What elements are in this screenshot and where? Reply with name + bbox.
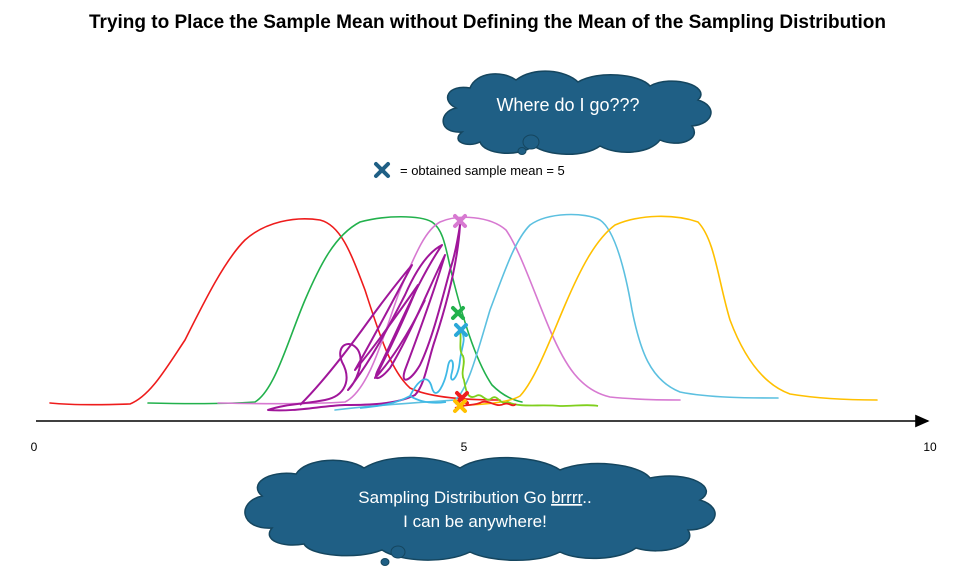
misspelled-word: brrrr [551, 488, 583, 507]
legend: = obtained sample mean = 5 [374, 162, 565, 178]
marker-pink-x-icon [453, 214, 467, 228]
purple-scribble [267, 224, 461, 412]
lime-scribble [459, 329, 599, 407]
x-mark-icon [374, 162, 390, 178]
bottom-bubble-tail-large [390, 545, 406, 559]
marker-green-x-icon [451, 306, 465, 320]
bottom-bubble-line-2: I can be anywhere! [403, 512, 547, 531]
bottom-bubble-tail-small [380, 558, 390, 566]
bottom-thought-bubble: Sampling Distribution Go brrrr.. I can b… [244, 456, 716, 566]
curve-green [147, 216, 523, 405]
red-scribble [454, 400, 517, 409]
curve-blue [334, 213, 779, 411]
legend-text: = obtained sample mean = 5 [400, 163, 565, 178]
top-bubble-tail-large [522, 134, 540, 150]
top-thought-bubble: Where do I go??? [442, 70, 712, 155]
bottom-bubble-line-1: Sampling Distribution Go brrrr.. [358, 488, 591, 507]
tick-label-10: 10 [923, 440, 937, 454]
number-line-axis: 0 5 10 [31, 414, 937, 454]
top-bubble-text: Where do I go??? [496, 95, 639, 115]
purple-scribble-2 [299, 264, 426, 406]
cyan-scribble [359, 331, 465, 409]
tick-label-5: 5 [461, 440, 468, 454]
curve-pink [217, 216, 681, 405]
curve-yellow [469, 215, 878, 406]
marker-yellow-x-icon [453, 399, 467, 413]
sample-mean-markers [451, 214, 469, 413]
marker-blue-x-icon [454, 323, 468, 337]
tick-label-0: 0 [31, 440, 38, 454]
bottom-bubble-cloud [244, 456, 716, 561]
page-title: Trying to Place the Sample Mean without … [89, 12, 886, 33]
curve-red [49, 218, 501, 406]
top-bubble-tail-small [517, 147, 527, 155]
